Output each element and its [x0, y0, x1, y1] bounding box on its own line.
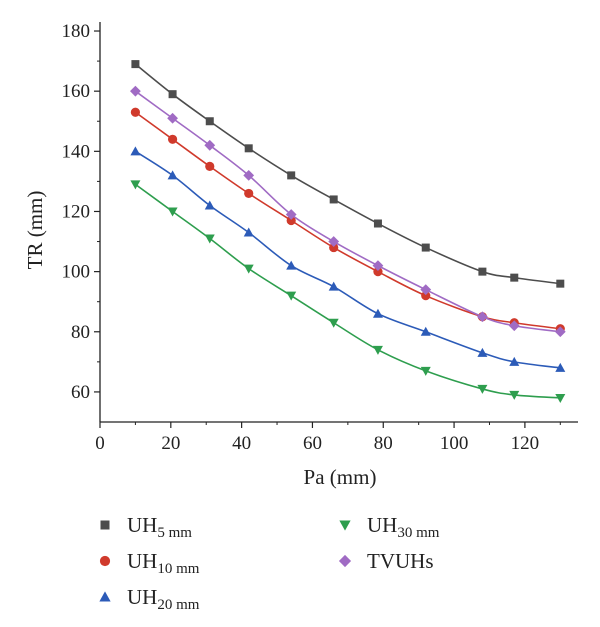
legend-label: TVUHs	[367, 549, 434, 573]
x-tick-label: 20	[161, 433, 180, 454]
data-point	[372, 260, 384, 272]
y-tick-label: 140	[62, 141, 91, 162]
data-point	[554, 326, 566, 338]
data-point	[556, 279, 565, 288]
data-point	[204, 200, 215, 210]
data-point	[167, 134, 178, 144]
data-point	[243, 227, 254, 237]
data-point	[372, 308, 383, 318]
plot-area	[130, 60, 566, 403]
data-point	[373, 219, 382, 228]
data-point	[205, 117, 214, 126]
x-tick-label: 120	[511, 433, 540, 454]
data-point	[167, 207, 178, 217]
x-tick-label: 60	[303, 433, 322, 454]
x-tick-label: 80	[374, 433, 393, 454]
data-point	[286, 260, 297, 270]
data-point	[420, 326, 431, 336]
data-point	[243, 264, 254, 274]
legend-marker	[99, 555, 111, 567]
legend-marker	[339, 520, 351, 531]
legend: UH5 mm UH10 mm UH20 mm UH30 mm TVUHs	[99, 513, 440, 613]
data-point	[373, 267, 383, 277]
data-point	[477, 384, 488, 394]
y-axis-label: TR (mm)	[23, 191, 47, 270]
data-point	[130, 146, 141, 156]
data-point	[167, 170, 178, 180]
series-0	[131, 60, 565, 288]
x-tick-label: 100	[440, 433, 469, 454]
legend-label: UH20 mm	[127, 585, 200, 613]
data-point	[205, 161, 215, 171]
data-point	[285, 209, 297, 220]
legend-label: UH10 mm	[127, 549, 200, 577]
data-point	[329, 242, 339, 253]
legend-marker	[99, 591, 111, 602]
data-point	[204, 139, 216, 151]
data-point	[130, 107, 141, 117]
legend-label: UH30 mm	[367, 513, 440, 541]
data-point	[130, 85, 141, 97]
legend-item-3: UH30 mm	[339, 513, 440, 541]
data-point	[167, 112, 178, 124]
y-tick-label: 160	[62, 81, 91, 102]
data-point	[478, 267, 487, 276]
y-tick-label: 60	[71, 382, 90, 403]
data-point	[510, 273, 519, 282]
data-point	[421, 243, 430, 252]
data-point	[420, 366, 431, 376]
series-line	[134, 150, 561, 369]
data-point	[555, 362, 566, 372]
legend-item-4: TVUHs	[338, 549, 434, 573]
legend-item-1: UH10 mm	[99, 549, 200, 577]
y-tick-label: 120	[62, 201, 91, 222]
series-1	[130, 107, 565, 334]
data-point	[204, 234, 215, 244]
x-tick-label: 40	[232, 433, 251, 454]
data-point	[286, 291, 297, 301]
series-4	[130, 85, 566, 338]
legend-item-2: UH20 mm	[99, 585, 200, 613]
legend-item-0: UH5 mm	[100, 513, 192, 541]
legend-marker	[338, 554, 352, 568]
data-point	[244, 188, 254, 199]
data-point	[509, 356, 520, 366]
data-point	[287, 171, 296, 180]
data-point	[477, 347, 488, 357]
data-point	[328, 236, 340, 247]
series-line	[134, 63, 561, 285]
data-point	[168, 90, 177, 99]
data-point	[131, 60, 140, 69]
data-point	[244, 144, 253, 153]
data-point	[508, 320, 520, 332]
data-point	[328, 318, 339, 328]
legend-label: UH5 mm	[127, 513, 192, 541]
data-point	[420, 284, 432, 296]
axes: 0 20 40 60 80 100 120 60 80 100 120 140 160 180	[62, 21, 578, 454]
data-point	[328, 281, 339, 291]
legend-marker	[100, 520, 110, 530]
data-point	[130, 180, 141, 190]
data-point	[329, 195, 338, 204]
y-tick-label: 180	[62, 21, 91, 42]
data-point	[286, 215, 296, 226]
series-2	[130, 146, 566, 372]
data-point	[372, 345, 383, 355]
x-axis-label: Pa (mm)	[304, 465, 377, 489]
series-3	[130, 180, 566, 403]
data-point	[509, 390, 520, 400]
data-point	[243, 169, 255, 181]
x-tick-label: 0	[95, 433, 105, 454]
data-point	[421, 291, 431, 301]
series-line	[134, 183, 561, 399]
y-tick-label: 100	[62, 262, 91, 283]
data-point	[477, 311, 488, 323]
y-tick-label: 80	[71, 322, 90, 343]
data-point	[555, 393, 566, 403]
